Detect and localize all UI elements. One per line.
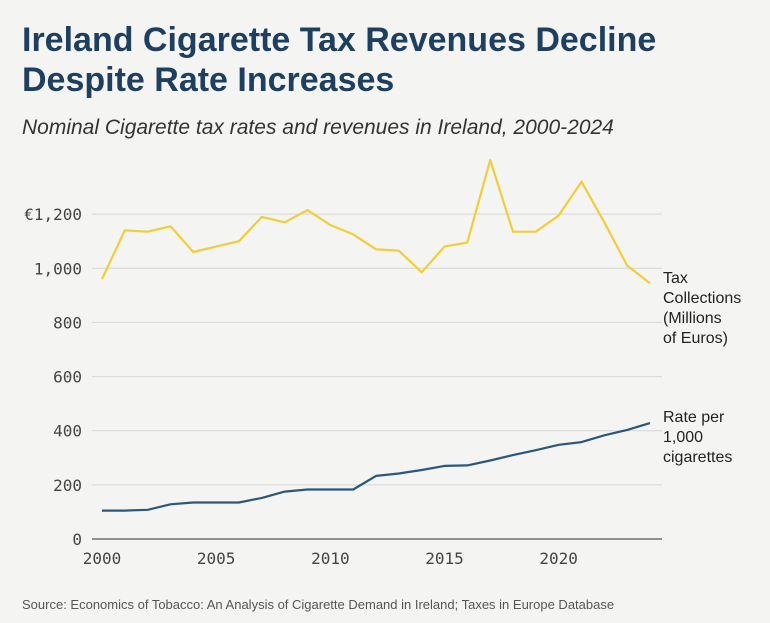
x-tick-label: 2000 xyxy=(83,549,122,568)
rate-per-1000-line xyxy=(102,422,651,512)
y-tick-label: 1,000 xyxy=(34,259,82,278)
x-tick-label: 2010 xyxy=(311,549,350,568)
x-tick-label: 2015 xyxy=(425,549,464,568)
x-tick-label: 2005 xyxy=(197,549,236,568)
chart-title: Ireland Cigarette Tax Revenues Decline D… xyxy=(22,21,657,99)
chart-subtitle: Nominal Cigarette tax rates and revenues… xyxy=(22,116,614,139)
y-tick-label: 600 xyxy=(53,368,82,387)
y-tick-label: 200 xyxy=(53,476,82,495)
y-tick-label: €1,200 xyxy=(24,205,82,224)
series-label: (Millions xyxy=(663,310,722,327)
series-label: 1,000 xyxy=(663,429,703,446)
series-labels: Tax Collections (Millions of Euros) Rate per… xyxy=(663,270,741,466)
series-label: of Euros) xyxy=(663,330,728,347)
x-tick-label: 2020 xyxy=(539,549,578,568)
series-label: cigarettes xyxy=(663,449,732,466)
series-lines xyxy=(101,158,651,512)
tax-collections-line xyxy=(101,158,651,285)
source-note: Source: Economics of Tobacco: An Analysi… xyxy=(22,597,615,612)
y-tick-label: 0 xyxy=(72,530,82,549)
series-label: Rate per xyxy=(663,409,725,426)
y-axis-ticks: 0 200 400 600 800 1,000 €1,200 xyxy=(24,205,82,549)
series-label: Tax xyxy=(663,270,688,287)
y-tick-label: 400 xyxy=(53,422,82,441)
y-tick-label: 800 xyxy=(53,313,82,332)
x-axis-ticks: 2000 2005 2010 2015 2020 xyxy=(83,549,578,568)
gridlines xyxy=(92,213,662,540)
series-label: Collections xyxy=(663,290,741,307)
